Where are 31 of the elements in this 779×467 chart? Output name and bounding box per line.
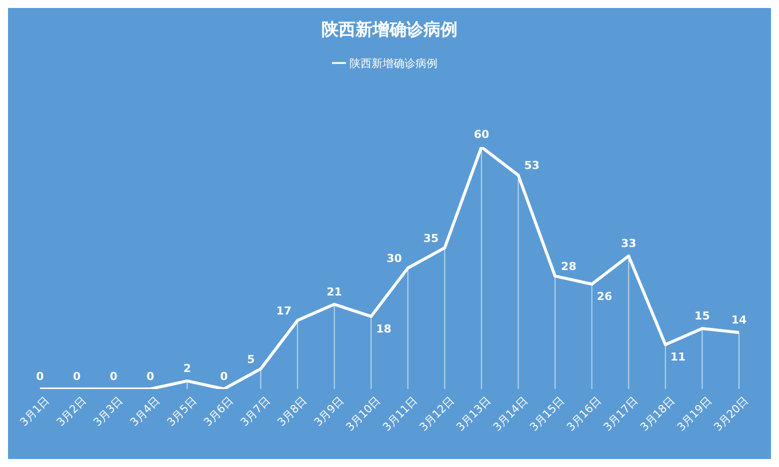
x-tick-label: 3月4日 [128,394,162,429]
data-label: 33 [620,236,636,250]
x-tick-label: 3月7日 [238,394,273,429]
data-label: 60 [474,128,490,141]
data-label: 11 [670,350,686,364]
data-label: 21 [326,285,342,298]
x-tick-label: 3月6日 [201,394,236,429]
x-tick-label: 3月9日 [312,394,346,429]
data-label: 26 [596,290,612,304]
x-tick-label: 3月1日 [17,394,52,429]
data-label: 5 [247,352,255,366]
data-label: 30 [386,252,402,265]
legend-label: 陕西新增确诊病例 [350,57,438,70]
data-label: 0 [110,370,118,383]
data-label: 17 [276,304,292,318]
data-label: 14 [731,314,747,327]
x-tick-label: 3月3日 [90,394,126,429]
chart-title: 陕西新增确诊病例 [320,19,458,41]
data-label: 0 [220,370,228,383]
data-label: 18 [376,322,392,336]
data-label: 15 [694,310,710,322]
data-label: 35 [423,232,439,245]
data-label: 0 [36,370,44,383]
data-label: 28 [561,260,576,274]
x-tick-label: 3月8日 [274,394,310,429]
data-label: 0 [72,370,81,383]
x-tick-label: 3月5日 [164,394,200,429]
data-label: 2 [183,362,191,375]
x-tick-label: 3月2日 [54,394,89,429]
data-label: 0 [146,370,155,383]
data-label: 53 [524,159,540,172]
